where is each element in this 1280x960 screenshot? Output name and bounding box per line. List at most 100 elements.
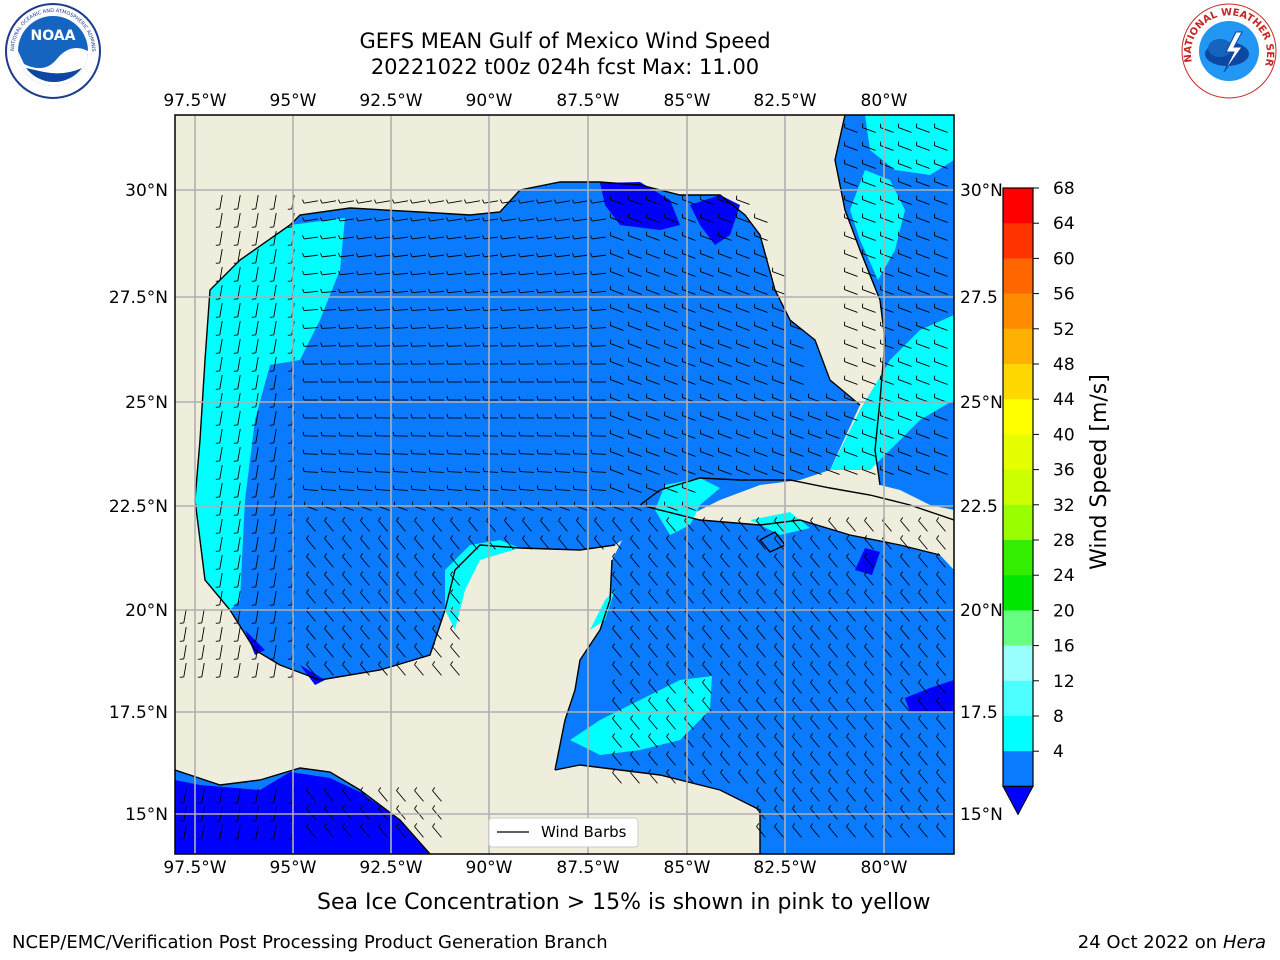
wind-barb [630, 538, 640, 550]
wind-barb [556, 200, 570, 204]
wind-barb [754, 289, 768, 295]
wind-barb [700, 325, 714, 331]
wind-barb [684, 682, 694, 694]
wind-barb-flag [428, 360, 431, 365]
wind-barb-flag [918, 715, 922, 719]
wind-barb [573, 489, 589, 491]
wind-barb-flag [774, 553, 778, 557]
wind-barb-flag [900, 697, 904, 701]
wind-barb [591, 327, 607, 329]
wind-barb-flag [774, 679, 778, 683]
wind-barb [219, 789, 223, 803]
wind-barb [273, 483, 277, 497]
wind-barb [844, 343, 858, 349]
wind-barb [219, 609, 223, 623]
wind-barb [700, 451, 714, 457]
wind-barb-flag [360, 589, 364, 593]
wind-barb [273, 267, 277, 281]
wind-barb [646, 235, 660, 241]
wind-barb-flag [590, 342, 593, 347]
wind-barb [255, 537, 259, 551]
wind-barb [432, 646, 442, 658]
wind-barb-flag [828, 643, 832, 647]
wind-barb-flag [302, 360, 305, 365]
wind-barb-flag [338, 342, 341, 347]
wind-barb [396, 574, 406, 586]
wind-barb [916, 361, 930, 367]
wind-barb [772, 415, 786, 421]
wind-barb-flag [572, 431, 575, 436]
wind-barb [828, 790, 838, 802]
wind-barb-flag [428, 449, 431, 454]
lon-label-bottom: 90°W [466, 858, 513, 878]
wind-barb-flag [590, 217, 593, 222]
wind-barb [736, 289, 750, 295]
wind-barb [358, 218, 372, 222]
wind-barb-flag [409, 199, 413, 204]
wind-barb [648, 520, 658, 532]
wind-barb-flag [612, 553, 616, 557]
wind-barb-flag [536, 306, 539, 311]
wind-barb [342, 538, 352, 550]
wind-barb-flag [482, 396, 485, 401]
wind-barb [304, 218, 318, 222]
wind-barb [375, 345, 391, 347]
wind-barb-flag [590, 288, 593, 293]
wind-barb [664, 487, 678, 493]
wind-barb-flag [535, 199, 539, 204]
wind-barb [321, 489, 337, 491]
wind-barb [255, 375, 259, 389]
wind-barb [183, 825, 187, 839]
wind-barb [610, 343, 624, 349]
wind-barb [592, 218, 606, 222]
wind-barb [273, 249, 277, 263]
wind-barb [810, 682, 820, 694]
wind-barb [898, 415, 912, 421]
wind-barb-flag [536, 253, 539, 258]
wind-barb-flag [810, 517, 814, 521]
wind-barb-flag [464, 342, 467, 347]
wind-barb-flag [792, 661, 796, 665]
wind-barb [411, 254, 427, 258]
wind-barb [900, 772, 910, 784]
wind-barb-flag [320, 270, 323, 275]
wind-barb [573, 453, 589, 455]
wind-barb-flag [792, 787, 796, 791]
wind-barb [483, 290, 499, 294]
wind-barb-flag [374, 270, 377, 275]
wind-barb-flag [338, 235, 341, 240]
wind-barb-flag [828, 823, 832, 827]
wind-barb-flag [936, 697, 940, 701]
wind-barb [792, 664, 802, 676]
wind-8-12-region-yucatan-north [445, 540, 520, 630]
wind-barb-flag [500, 342, 503, 347]
wind-barb [900, 592, 910, 604]
wind-barb [411, 489, 427, 491]
wind-barb [396, 826, 406, 838]
wind-barb [630, 556, 640, 568]
wind-barb [682, 307, 696, 313]
wind-barb [357, 489, 373, 491]
latitude-labels-left: 30°N27.5°N25°N22.5°N20°N17.5°N15°N [109, 181, 168, 825]
wind-barb-flag [774, 589, 778, 593]
wind-barb-flag [630, 661, 634, 665]
wind-barb [684, 718, 694, 730]
wind-barb [880, 343, 894, 349]
wind-barb [255, 519, 259, 533]
wind-barb [255, 411, 259, 425]
wind-barb [484, 200, 498, 204]
wind-barb [394, 218, 408, 222]
wind-barb [537, 327, 553, 329]
wind-barb [339, 489, 355, 491]
wind-barb-flag [720, 643, 724, 647]
wind-barb [846, 556, 856, 568]
wind-barb [828, 592, 838, 604]
wind-barb [880, 325, 894, 331]
wind-barb-flag [756, 751, 760, 755]
wind-barb [684, 538, 694, 550]
wind-barb-flag [374, 288, 377, 293]
wind-barb [720, 556, 730, 568]
wind-barb [430, 218, 444, 222]
wind-barb [754, 451, 768, 457]
wind-barb-flag [410, 288, 413, 293]
